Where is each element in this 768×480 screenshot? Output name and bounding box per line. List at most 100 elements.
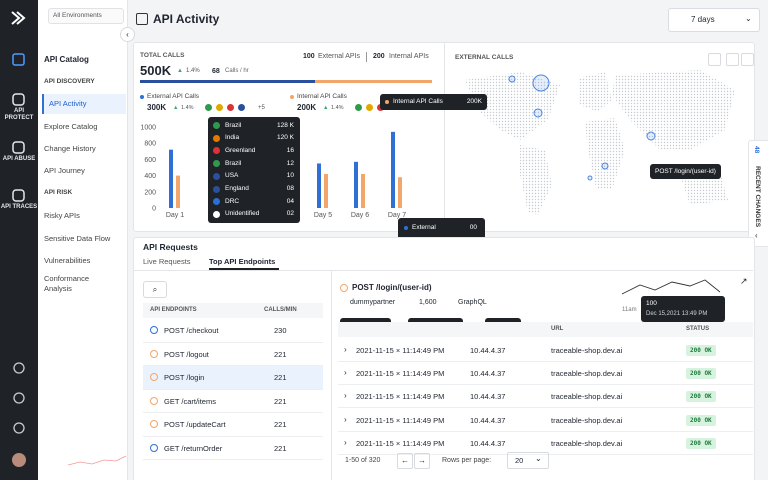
collapse-button[interactable]: ‹ xyxy=(120,27,135,42)
trace-header xyxy=(338,322,753,337)
expand[interactable]: › xyxy=(344,345,347,354)
endpoint-calls: 221 xyxy=(274,420,287,429)
endpoint-name[interactable]: GET /cart/items xyxy=(164,396,216,406)
flag xyxy=(355,104,362,111)
status: 200 OK xyxy=(686,391,716,403)
external-apis: External APIs xyxy=(318,53,361,60)
country-name: India xyxy=(225,134,240,142)
tabs-divider xyxy=(133,270,753,271)
flag xyxy=(213,185,220,193)
rate-value: 68 xyxy=(212,68,220,75)
expand[interactable]: › xyxy=(344,414,347,424)
date-range[interactable]: 7 days ⌄ xyxy=(668,8,760,32)
page-range: 1-50 of 320 xyxy=(345,457,381,464)
nav-item[interactable]: Change History xyxy=(44,144,96,153)
flag xyxy=(213,147,220,155)
detail-icon xyxy=(340,284,348,292)
detail-title: POST /login/(user-id) xyxy=(352,283,432,292)
requests-title: API Requests xyxy=(143,242,198,252)
endpoint-icon xyxy=(150,326,158,334)
legend-dot xyxy=(140,95,144,99)
card-divider xyxy=(444,42,445,230)
url: traceable-shop.dev.ai xyxy=(551,415,623,425)
row-divider xyxy=(143,435,323,437)
catalog-title: API Catalog xyxy=(44,55,89,64)
map-control[interactable] xyxy=(726,53,739,66)
spark-date: Dec 15,2021 13:49 PM xyxy=(646,311,708,317)
map-control[interactable] xyxy=(741,53,754,66)
tooltip-dot xyxy=(385,100,389,104)
tab-underline xyxy=(209,268,279,270)
flag xyxy=(213,160,220,168)
endpoint-calls: 221 xyxy=(274,349,287,359)
nav-item[interactable]: Risky APIs xyxy=(44,211,80,220)
endpoint-name[interactable]: POST /logout xyxy=(164,349,209,359)
recent-changes-tab[interactable]: 48 RECENT CHANGES ‹ xyxy=(748,140,768,247)
row-divider xyxy=(338,407,753,409)
country-name: Brazil xyxy=(225,159,242,167)
recent-chevron: ‹ xyxy=(755,231,758,240)
map-control[interactable] xyxy=(708,53,721,66)
flag xyxy=(238,104,245,111)
row-divider xyxy=(338,384,753,386)
nav-heading: API DISCOVERY xyxy=(44,78,95,85)
country-name: Greenland xyxy=(225,146,256,154)
tab-active[interactable]: Top API Endpoints xyxy=(209,257,276,266)
legend-dot xyxy=(290,95,294,99)
country-value: 04 xyxy=(286,197,294,205)
endpoint-name[interactable]: POST /login xyxy=(164,373,205,382)
external-count: 100 xyxy=(303,53,315,60)
prev-page[interactable]: ← xyxy=(397,453,413,469)
expand[interactable]: › xyxy=(344,437,347,447)
time: 2021-11-15 × 11:14:49 PM xyxy=(356,369,445,379)
row-divider xyxy=(143,412,323,413)
range-text: 7 days xyxy=(691,15,715,24)
nav-item[interactable]: Vulnerabilities xyxy=(44,256,91,265)
external-link[interactable]: ↗ xyxy=(740,276,748,286)
rail-label: API PROTECT xyxy=(4,108,34,121)
more-flags: +5 xyxy=(258,105,265,111)
map-tooltip: POST /login/(user-id) xyxy=(650,164,721,179)
endpoint-icon xyxy=(150,443,158,452)
progress-internal xyxy=(315,80,432,83)
nav-item[interactable]: Explore Catalog xyxy=(44,122,98,131)
rows-select[interactable]: 20 ⌄ xyxy=(507,452,549,469)
flag xyxy=(366,104,373,111)
nav-item[interactable]: Sensitive Data Flow xyxy=(44,234,111,243)
internal-tooltip: Internal API Calls 200K xyxy=(380,94,487,110)
endpoint-name[interactable]: GET /returnOrder xyxy=(164,443,223,453)
nav-item[interactable]: Conformance Analysis xyxy=(44,274,90,293)
tooltip-label: External xyxy=(412,223,436,231)
ip: 10.44.4.37 xyxy=(470,369,506,379)
rows-value: 20 xyxy=(515,456,524,465)
environment-select[interactable]: All Environments xyxy=(48,8,124,24)
column-header: CALLS/MIN xyxy=(264,307,297,313)
status: 200 OK xyxy=(686,414,716,426)
flag xyxy=(213,134,220,142)
ip: 10.44.4.37 xyxy=(470,392,506,402)
spark-tooltip: 100 Dec 15,2021 13:49 PM xyxy=(641,296,725,322)
endpoint-name[interactable]: POST /updateCart xyxy=(164,420,226,429)
endpoint-calls: 221 xyxy=(274,373,287,382)
search-button[interactable]: ⌕ xyxy=(143,281,167,298)
tab[interactable]: Live Requests xyxy=(143,257,191,266)
total-value: 500K xyxy=(140,63,172,78)
range-caret: ⌄ xyxy=(745,14,752,23)
sep xyxy=(366,52,367,62)
nav-item[interactable]: API Journey xyxy=(44,166,85,175)
column-header: URL xyxy=(551,326,564,332)
endpoint-icon xyxy=(150,373,158,381)
progress-external xyxy=(140,80,315,83)
recent-label: RECENT CHANGES xyxy=(754,166,761,228)
next-page[interactable]: → xyxy=(414,453,430,469)
row-divider xyxy=(143,365,323,366)
endpoint-icon xyxy=(150,420,158,428)
endpoint-name[interactable]: POST /checkout xyxy=(164,326,219,335)
nav-item[interactable]: API Activity xyxy=(42,94,126,114)
ip: 10.44.4.37 xyxy=(470,415,506,425)
country-value: 08 xyxy=(286,185,294,192)
api-type: GraphQL xyxy=(458,299,487,306)
country-value: 120 K xyxy=(277,134,294,142)
expand[interactable]: › xyxy=(344,391,347,401)
expand[interactable]: › xyxy=(344,368,347,378)
